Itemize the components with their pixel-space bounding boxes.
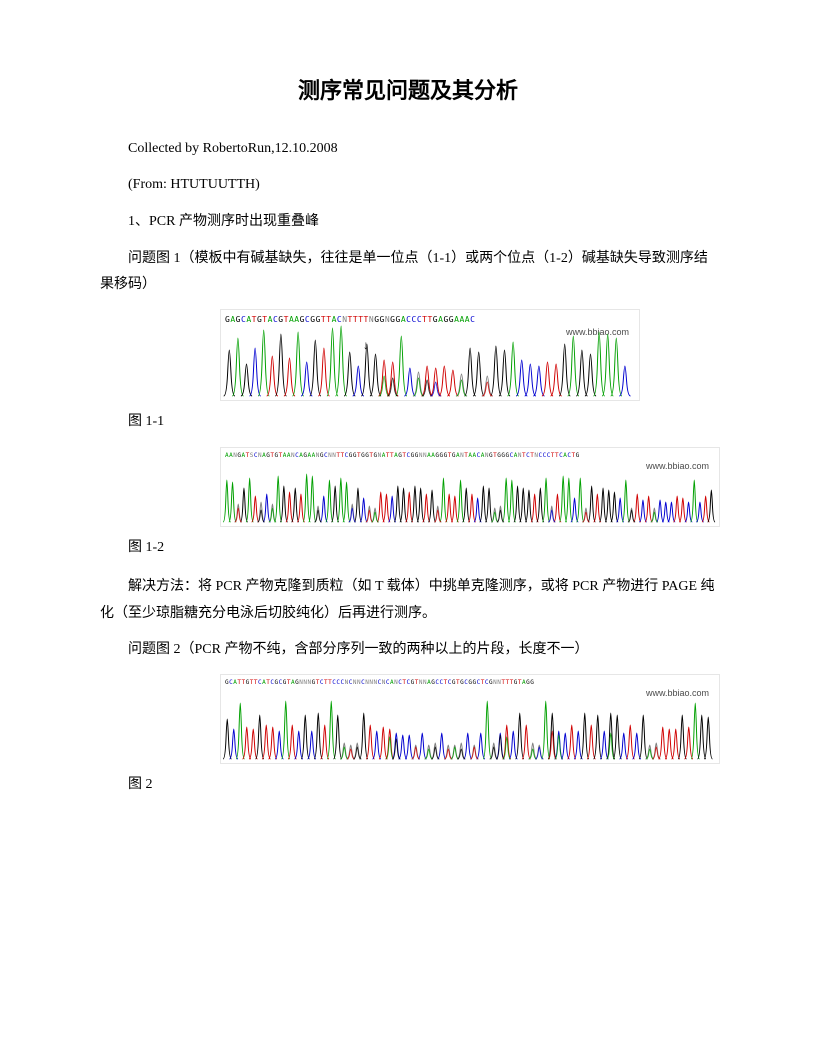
from-line: (From: HTUTUUTTH) — [100, 172, 716, 199]
arrow-icon: ↓ — [363, 334, 369, 357]
section-1-header: 1、PCR 产物测序时出现重叠峰 — [100, 209, 716, 236]
collected-by: Collected by RobertoRun,12.10.2008 — [100, 136, 716, 163]
chromatogram-1-2: AANGATSCNAGTGTAANCAGAANGCNNTTCGGTGGTGNAT… — [220, 447, 720, 527]
chromatogram-2: GCATTGTTCATCGCGTAGNNNGTCTTCCCNCNNCNNNCNC… — [220, 674, 720, 764]
fig-1-1-label: 图 1-1 — [100, 409, 716, 436]
problem-2-desc: 问题图 2（PCR 产物不纯，含部分序列一致的两种以上的片段，长度不一） — [100, 637, 716, 664]
page-title: 测序常见问题及其分析 — [100, 70, 716, 112]
solution-1: 解决方法：将 PCR 产物克隆到质粒（如 T 载体）中挑单克隆测序，或将 PCR… — [100, 574, 716, 627]
fig-2-label: 图 2 — [100, 772, 716, 799]
fig-1-2-label: 图 1-2 — [100, 535, 716, 562]
problem-1-desc: 问题图 1（模板中有碱基缺失，往往是单一位点（1-1）或两个位点（1-2）碱基缺… — [100, 246, 716, 299]
chromatogram-1-1: GAGCATGTACGTAAGCGGTTACNTTTTNGGNGGACCCTTG… — [220, 309, 640, 401]
